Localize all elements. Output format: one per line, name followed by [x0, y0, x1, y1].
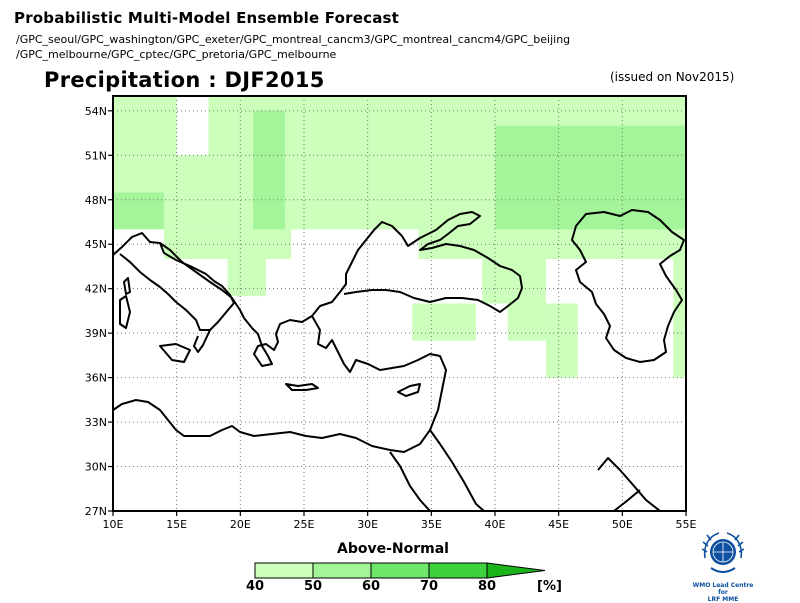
coast-persian-gulf — [597, 457, 661, 511]
y-tick-label-30N: 30N — [85, 461, 107, 474]
probability-region-12 — [412, 303, 476, 341]
coast-gulf-left — [613, 489, 641, 511]
x-tick-label-45E: 45E — [548, 518, 569, 531]
issued-date: (issued on Nov2015) — [610, 70, 735, 84]
x-tick-label-50E: 50E — [612, 518, 633, 531]
coast-arabia — [389, 451, 431, 511]
probability-region-14 — [253, 110, 285, 230]
legend-unit: [%] — [537, 579, 562, 594]
legend-tick-40: 40 — [245, 579, 265, 594]
probability-region-3 — [113, 192, 164, 230]
probability-region-1 — [113, 155, 209, 193]
x-tick-label-35E: 35E — [421, 518, 442, 531]
model-list: /GPC_seoul/GPC_washington/GPC_exeter/GPC… — [16, 32, 570, 62]
model-list-line-2: /GPC_melbourne/GPC_cptec/GPC_pretoria/GP… — [16, 48, 337, 61]
coast-balkans — [243, 211, 523, 367]
map-frame — [112, 95, 687, 512]
coast-italy-toe — [193, 329, 211, 353]
probability-region-5 — [163, 229, 292, 260]
x-tick-label-15E: 15E — [166, 518, 187, 531]
y-tick-label-54N: 54N — [85, 105, 107, 118]
x-tick-label-10E: 10E — [103, 518, 124, 531]
probability-region-15 — [495, 125, 686, 230]
legend-colorbar — [254, 562, 546, 579]
probability-region-6 — [227, 259, 266, 297]
y-tick-label-36N: 36N — [85, 372, 107, 385]
wmo-logo: WMO Lead Centre for LRF MME — [692, 528, 754, 603]
probability-region-0 — [113, 96, 177, 156]
coast-italy-adriatic — [113, 232, 235, 331]
probability-region-11 — [545, 303, 578, 378]
legend-tick-80: 80 — [477, 579, 497, 594]
probability-region-9 — [482, 259, 546, 304]
probability-region-10 — [507, 303, 546, 341]
coast-red-sea — [429, 429, 485, 511]
x-tick-label-40E: 40E — [485, 518, 506, 531]
y-tick-label-51N: 51N — [85, 149, 107, 162]
coast-sicily — [159, 343, 191, 363]
legend-tick-50: 50 — [303, 579, 323, 594]
y-tick-label-48N: 48N — [85, 194, 107, 207]
logo-text-line1: WMO Lead Centre for — [692, 582, 754, 596]
coast-caspian — [571, 209, 685, 363]
coast-crete — [285, 383, 319, 391]
legend-swatch-70-80 — [428, 562, 488, 579]
y-tick-label-33N: 33N — [85, 416, 107, 429]
x-axis-ticks: 10E 15E 20E 25E 30E 35E 40E 45E 50E 55E — [103, 511, 697, 531]
y-tick-label-27N: 27N — [85, 505, 107, 518]
legend-swatch-40-50 — [254, 562, 314, 579]
x-tick-label-25E: 25E — [294, 518, 315, 531]
coast-aegean — [113, 315, 447, 453]
coastlines — [113, 209, 685, 511]
coast-corsica — [123, 277, 131, 295]
probability-region-13 — [673, 259, 686, 378]
x-tick-label-55E: 55E — [676, 518, 697, 531]
y-tick-label-45N: 45N — [85, 238, 107, 251]
coast-sardinia — [119, 295, 131, 329]
y-tick-label-39N: 39N — [85, 327, 107, 340]
coast-adriatic-east — [159, 242, 245, 319]
page-title: Probabilistic Multi-Model Ensemble Forec… — [14, 9, 400, 27]
coast-cyprus — [397, 383, 421, 397]
legend-tick-70: 70 — [419, 579, 439, 594]
x-tick-label-30E: 30E — [357, 518, 378, 531]
map-title: Precipitation : DJF2015 — [44, 68, 325, 92]
legend-tick-60: 60 — [361, 579, 381, 594]
x-tick-label-20E: 20E — [230, 518, 251, 531]
legend-title: Above-Normal — [337, 541, 449, 557]
legend-swatch-50-60 — [312, 562, 372, 579]
legend-swatch-80-plus — [486, 562, 546, 579]
wmo-emblem-icon — [701, 532, 745, 573]
y-tick-label-42N: 42N — [85, 283, 107, 296]
legend-swatch-60-70 — [370, 562, 430, 579]
model-list-line-1: /GPC_seoul/GPC_washington/GPC_exeter/GPC… — [16, 33, 571, 46]
probability-fill-layer — [113, 96, 686, 378]
y-axis-ticks: 27N 30N 33N 36N 39N 42N 45N 48N 51N 54N — [85, 105, 113, 518]
